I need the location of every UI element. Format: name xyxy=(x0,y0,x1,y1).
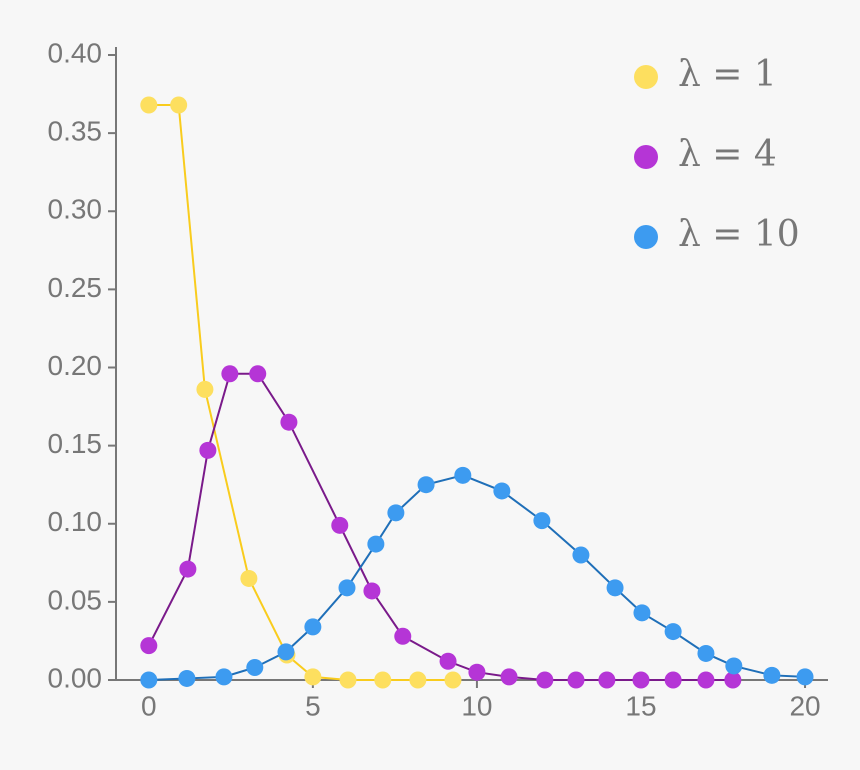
point xyxy=(567,671,585,689)
point xyxy=(409,671,427,689)
series-line xyxy=(148,104,453,681)
y-tick-label: 0.15 xyxy=(48,428,103,459)
y-tick-label: 0.10 xyxy=(48,506,103,537)
point xyxy=(304,618,322,636)
point xyxy=(500,668,518,686)
point xyxy=(724,671,742,689)
y-tick-label: 0.20 xyxy=(48,350,103,381)
point xyxy=(493,482,511,500)
point xyxy=(277,643,295,661)
x-tick-label: 10 xyxy=(461,690,492,721)
legend-label: λ = 4 xyxy=(678,134,777,175)
point xyxy=(606,579,624,597)
point xyxy=(763,666,781,684)
legend-marker xyxy=(634,225,658,249)
point xyxy=(697,644,715,662)
point xyxy=(178,669,196,687)
point xyxy=(249,365,267,383)
point xyxy=(533,512,551,530)
point xyxy=(140,671,158,689)
x-tick-label: 5 xyxy=(305,690,321,721)
point xyxy=(387,504,405,522)
point xyxy=(338,579,356,597)
point xyxy=(468,663,486,681)
legend-label: λ = 10 xyxy=(678,214,800,255)
point xyxy=(367,535,385,553)
point xyxy=(199,441,217,459)
point xyxy=(221,365,239,383)
point xyxy=(240,569,258,587)
point xyxy=(439,652,457,670)
point xyxy=(280,413,298,431)
point xyxy=(363,582,381,600)
y-tick-label: 0.25 xyxy=(48,272,103,303)
point xyxy=(572,546,590,564)
point xyxy=(304,668,322,686)
y-tick-label: 0.00 xyxy=(48,662,103,693)
point xyxy=(796,668,814,686)
legend-label: λ = 1 xyxy=(678,54,777,95)
point xyxy=(170,96,188,114)
legend-marker xyxy=(634,65,658,89)
legend-marker xyxy=(634,145,658,169)
point xyxy=(331,516,349,534)
point xyxy=(536,671,554,689)
point xyxy=(339,671,357,689)
point xyxy=(632,671,650,689)
x-tick-label: 15 xyxy=(625,690,656,721)
point xyxy=(598,671,616,689)
point xyxy=(697,671,715,689)
point xyxy=(444,671,462,689)
y-tick-label: 0.40 xyxy=(48,37,103,68)
y-tick-label: 0.35 xyxy=(48,116,103,147)
point xyxy=(417,476,435,494)
point xyxy=(140,637,158,655)
x-tick-label: 20 xyxy=(789,690,820,721)
point xyxy=(140,96,158,114)
point xyxy=(394,627,412,645)
point xyxy=(374,671,392,689)
point xyxy=(664,623,682,641)
point xyxy=(725,657,743,675)
point xyxy=(664,671,682,689)
point xyxy=(215,668,233,686)
y-tick-label: 0.30 xyxy=(48,194,103,225)
point xyxy=(633,604,651,622)
point xyxy=(179,560,197,578)
x-tick-label: 0 xyxy=(141,690,157,721)
point xyxy=(196,380,214,398)
y-tick-label: 0.05 xyxy=(48,584,103,615)
point xyxy=(246,659,264,676)
point xyxy=(454,466,472,484)
